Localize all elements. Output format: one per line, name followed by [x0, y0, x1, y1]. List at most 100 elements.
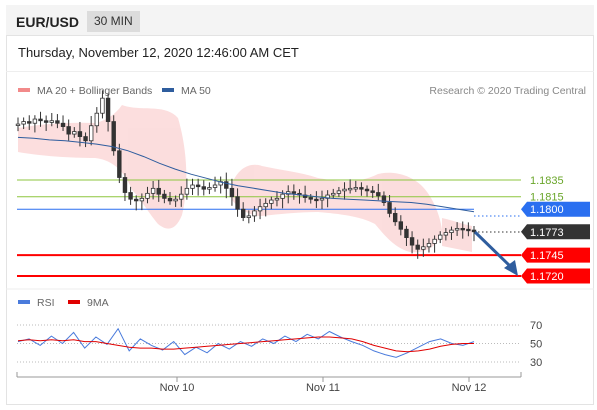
level-label-resistance: 1.1835: [530, 175, 564, 187]
candle-body: [43, 120, 49, 123]
candle-body: [224, 181, 229, 189]
forecast-arrow: [473, 230, 518, 276]
x-tick-label: Nov 10: [160, 382, 195, 394]
candle-body: [449, 229, 454, 233]
candle-body: [94, 112, 100, 127]
candle-body: [308, 197, 313, 200]
ma50-polyline: [17, 136, 475, 213]
level-tag-pivot: [521, 201, 590, 217]
candle-body: [66, 126, 71, 135]
ma50-line: [17, 136, 475, 213]
candle-body: [409, 237, 415, 246]
candle-body: [381, 195, 387, 203]
candle-body: [415, 244, 420, 250]
legend-credit: Research © 2020 Trading Central: [429, 85, 586, 97]
candle-body: [49, 120, 54, 123]
candle-body: [257, 206, 263, 212]
legend-ma50-swatch: [162, 88, 174, 92]
candle-body: [370, 190, 375, 193]
candle-body: [38, 118, 43, 122]
bollinger-band-cloud: [18, 105, 472, 253]
candle-body: [280, 193, 285, 199]
candle-body: [150, 187, 156, 194]
candle-body: [291, 191, 297, 194]
candle-body: [319, 197, 325, 201]
candle-body: [60, 122, 66, 127]
candle-body: [190, 184, 195, 189]
candle-body: [139, 197, 145, 202]
candle-body: [364, 188, 370, 192]
candle-body: [387, 202, 392, 214]
legend-rsi-label: RSI: [37, 297, 55, 309]
candle-body: [269, 199, 274, 204]
level-tag-support: [521, 247, 590, 263]
x-tick-label: Nov 11: [306, 382, 340, 394]
x-axis: Nov 10 Nov 11 Nov 12: [16, 372, 522, 394]
candle-body: [117, 150, 122, 178]
candle-body: [162, 193, 167, 199]
candle-body: [32, 118, 38, 124]
candle-body: [184, 187, 190, 195]
candle-body: [392, 212, 398, 223]
divider: [6, 71, 594, 72]
level-tag-label: 1.1773: [530, 227, 564, 239]
legend-ma50-label: MA 50: [181, 85, 211, 97]
symbol-title: EUR/USD: [16, 14, 80, 30]
level-tag-current: [521, 224, 590, 240]
level-label-resistance: 1.1815: [530, 192, 564, 204]
level-tag-label: 1.1745: [530, 250, 564, 262]
candle-body: [207, 187, 212, 190]
candle-body: [212, 184, 218, 188]
candle-body: [404, 228, 409, 238]
x-tick-label: Nov 12: [452, 382, 487, 394]
candle-body: [336, 190, 342, 194]
legend-9ma-swatch: [68, 300, 80, 304]
candle-body: [347, 187, 353, 191]
level-lines: [17, 179, 521, 277]
candle-body: [460, 228, 465, 231]
candle-body: [100, 97, 105, 114]
candle-body: [235, 196, 240, 210]
candle-body: [201, 186, 206, 190]
candle-body: [246, 215, 252, 218]
candle-body: [240, 208, 246, 218]
legend-bollinger-swatch: [18, 88, 30, 92]
candle-body: [122, 177, 128, 193]
legend-bollinger-label: MA 20 + Bollinger Bands: [37, 85, 152, 97]
chart-header: EUR/USD 30 MIN: [6, 5, 594, 36]
level-tag-label: 1.1720: [530, 271, 564, 283]
candle-body: [359, 187, 364, 190]
level-tag-label: 1.1800: [530, 204, 564, 216]
candle-body: [105, 97, 111, 122]
candle-body: [398, 221, 404, 230]
candle-body: [466, 228, 471, 232]
candle-body: [376, 192, 381, 197]
candle-body: [274, 197, 280, 201]
candle-body: [314, 198, 319, 202]
candle-body: [426, 243, 432, 248]
timeframe-badge[interactable]: 30 MIN: [87, 11, 140, 32]
rsi-9ma-polyline: [17, 336, 474, 353]
rsi-polyline: [17, 327, 475, 358]
candle-body: [134, 198, 139, 202]
candle-body: [156, 187, 161, 195]
candle-body: [331, 192, 336, 196]
candle-body: [432, 238, 437, 244]
candle-body: [421, 246, 426, 250]
candle-body: [77, 131, 83, 137]
price-candles: [15, 90, 477, 259]
chart-datetime: Thursday, November 12, 2020 12:46:00 AM …: [18, 45, 299, 60]
candle-body: [342, 188, 347, 192]
candle-body: [145, 192, 150, 199]
candle-body: [72, 131, 77, 135]
candle-body: [167, 197, 173, 202]
rsi-grid: 70 50 30: [17, 320, 542, 369]
candle-body: [27, 121, 32, 124]
candle-body: [21, 121, 26, 125]
candle-body: [173, 198, 178, 202]
candle-body: [438, 234, 443, 240]
candle-body: [179, 193, 184, 200]
candle-body: [353, 187, 358, 190]
